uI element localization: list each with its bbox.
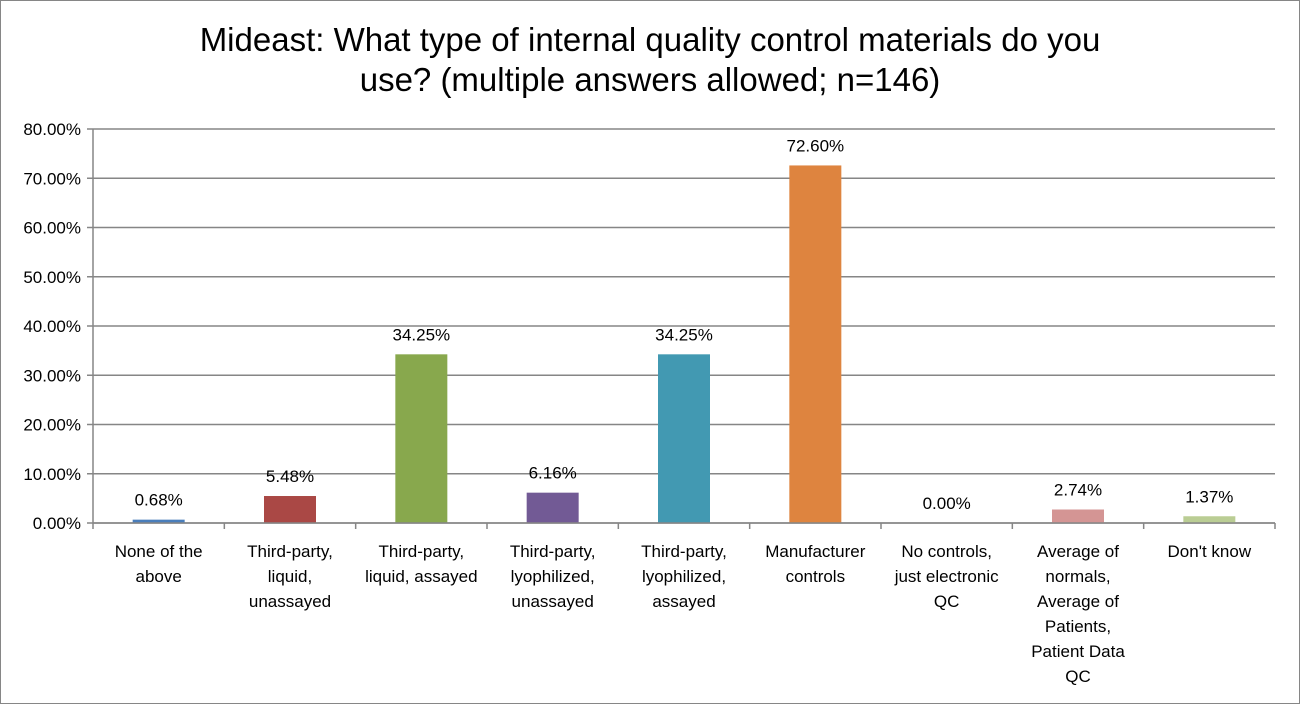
x-tick-label: Third-party, [247,542,333,561]
chart-title: Mideast: What type of internal quality c… [0,20,1300,100]
y-tick-label: 80.00% [23,120,81,139]
x-tick-label: controls [786,567,846,586]
x-tick-label: lyophilized, [511,567,595,586]
x-tick-label: normals, [1045,567,1110,586]
x-tick-label: lyophilized, [642,567,726,586]
x-tick-label: liquid, assayed [365,567,477,586]
bar [526,492,579,523]
bar [1183,516,1236,523]
bar [395,354,448,523]
data-label: 0.68% [135,491,183,510]
x-tick-label: just electronic [894,567,999,586]
x-tick-label: Third-party, [510,542,596,561]
data-label: 1.37% [1185,487,1233,506]
x-tick-label: Third-party, [641,542,727,561]
x-tick-label: Third-party, [379,542,465,561]
x-tick-label: None of the [115,542,203,561]
x-tick-label: Average of [1037,542,1119,561]
y-tick-label: 10.00% [23,465,81,484]
data-label: 5.48% [266,467,314,486]
x-tick-label: Don't know [1168,542,1252,561]
data-label: 0.00% [923,494,971,513]
y-tick-label: 60.00% [23,219,81,238]
x-tick-label: unassayed [249,592,331,611]
x-tick-label: Patient Data [1031,642,1125,661]
bar [132,519,185,523]
x-tick-label: Average of [1037,592,1119,611]
chart-title-line: Mideast: What type of internal quality c… [199,21,1101,58]
y-tick-label: 0.00% [33,514,81,533]
y-tick-label: 30.00% [23,366,81,385]
y-tick-label: 20.00% [23,416,81,435]
x-tick-label: unassayed [512,592,594,611]
x-tick-label: QC [1065,667,1091,686]
bar [789,165,842,523]
y-tick-label: 50.00% [23,268,81,287]
x-tick-label: Patients, [1045,617,1111,636]
x-tick-label: QC [934,592,960,611]
x-tick-label: assayed [652,592,715,611]
bar [658,354,710,523]
data-label: 34.25% [655,325,713,344]
y-tick-label: 40.00% [23,317,81,336]
x-tick-label: above [136,567,182,586]
data-label: 2.74% [1054,481,1102,500]
x-tick-label: liquid, [268,567,312,586]
x-tick-label: No controls, [901,542,992,561]
data-label: 34.25% [392,325,450,344]
data-label: 72.60% [786,136,844,155]
x-tick-label: Manufacturer [765,542,865,561]
bar [264,496,316,523]
chart-title-line: use? (multiple answers allowed; n=146) [359,61,941,98]
y-tick-label: 70.00% [23,169,81,188]
data-label: 6.16% [529,464,577,483]
bar [1052,509,1104,523]
